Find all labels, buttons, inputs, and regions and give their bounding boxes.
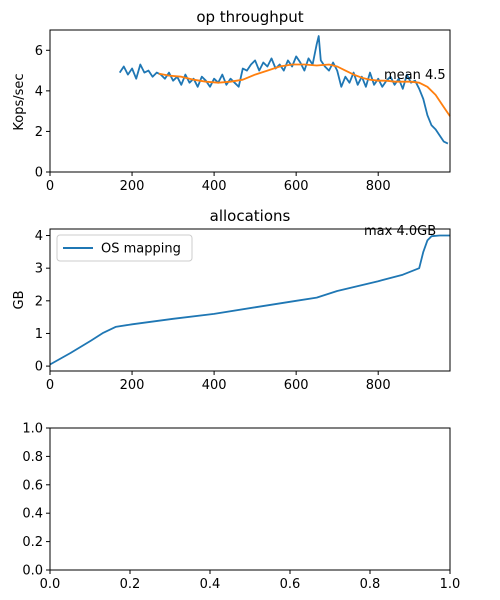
throughput-axes: 0 200 400 600 800 0 2 4 6 op throughput Kops/sec me… [12, 8, 451, 194]
chart1-xtick-label-4: 800 [366, 378, 391, 393]
chart0-ytick-label-3: 6 [35, 44, 43, 59]
chart0-xtick-label-0: 0 [46, 179, 54, 194]
chart2-ytick-label-5: 1.0 [22, 422, 43, 437]
chart2-xtick-label-5: 1.0 [440, 577, 461, 592]
chart0-ytick-label-2: 4 [35, 84, 43, 99]
chart1-xtick-label-1: 200 [120, 378, 145, 393]
chart2-xtick-label-3: 0.6 [280, 577, 301, 592]
chart0-ytick-label-1: 2 [35, 125, 43, 140]
chart0-frame [49, 29, 451, 173]
chart1-series-0-line [49, 234, 450, 366]
chart0-xtick-label-1: 200 [120, 179, 145, 194]
chart0-xtick-label-4: 800 [366, 179, 391, 194]
chart0-series-1-line [158, 63, 451, 117]
chart1-xtick-label-0: 0 [46, 378, 54, 393]
throughput-ylabel: Kops/sec [12, 73, 27, 130]
allocations-axes: 0 200 400 600 800 0 1 2 3 4 allocations GB max 4.0GB… [12, 207, 451, 393]
allocations-ylabel: GB [12, 291, 27, 310]
chart2-ytick-label-2: 0.4 [22, 507, 43, 522]
chart2-ytick-label-1: 0.2 [22, 535, 43, 550]
chart1-ytick-label-2: 2 [35, 294, 43, 309]
chart1-xtick-label-3: 600 [284, 378, 309, 393]
chart2-xtick-label-1: 0.2 [120, 577, 141, 592]
chart2-xtick-label-2: 0.4 [200, 577, 221, 592]
legend-box [56, 234, 193, 262]
chart2-ytick-label-3: 0.6 [22, 478, 43, 493]
chart1-frame [49, 228, 451, 372]
legend-label: OS mapping [101, 242, 181, 257]
throughput-title: op throughput [196, 8, 303, 26]
allocations-title: allocations [210, 207, 291, 225]
chart2-frame [49, 427, 451, 571]
chart2-ytick-label-0: 0.0 [22, 564, 43, 579]
chart1-ytick-label-3: 3 [35, 262, 43, 277]
chart1-ytick-label-4: 4 [35, 229, 43, 244]
throughput-mean-annotation: mean 4.5 [384, 68, 446, 83]
empty-axes: 0.0 0.2 0.4 0.6 0.8 1.0 0.0 0.2 0.4 0.6 0.8 1.0 [22, 422, 460, 593]
chart1-ytick-label-1: 1 [35, 327, 43, 342]
chart2-xtick-label-4: 0.8 [360, 577, 381, 592]
chart0-ytick-label-0: 0 [35, 166, 43, 181]
chart1-ytick-label-0: 0 [35, 360, 43, 375]
chart0-xtick-label-3: 600 [284, 179, 309, 194]
chart2-ytick-label-4: 0.8 [22, 450, 43, 465]
chart1-xtick-label-2: 400 [202, 378, 227, 393]
allocations-legend [56, 234, 193, 262]
allocations-max-annotation: max 4.0GB [364, 224, 436, 239]
chart0-xtick-label-2: 400 [202, 179, 227, 194]
chart2-xtick-label-0: 0.0 [40, 577, 61, 592]
